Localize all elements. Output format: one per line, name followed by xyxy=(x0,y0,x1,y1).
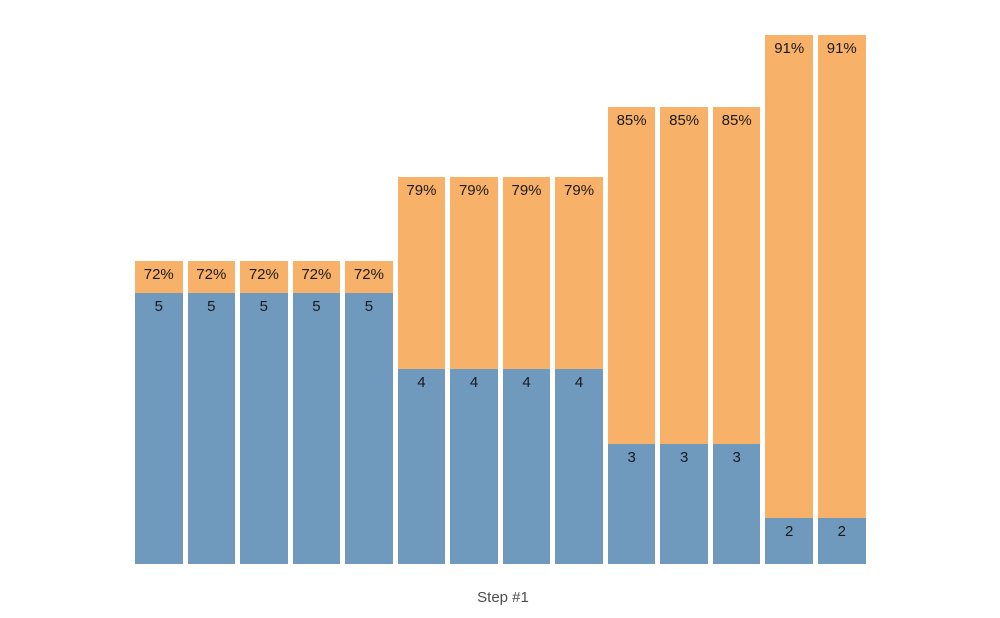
bar-count-label: 5 xyxy=(312,298,321,315)
bar-top-segment: 72% xyxy=(292,261,341,293)
bar-bottom-segment: 2 xyxy=(765,518,813,564)
stacked-bar: 72% 5 xyxy=(240,261,288,564)
bar-count-label: 5 xyxy=(154,298,163,315)
bar-percent-label: 85% xyxy=(616,112,647,129)
bar-percent-label: 85% xyxy=(669,112,700,129)
bar-top-segment: 79% xyxy=(450,177,498,369)
bar-percent-label: 91% xyxy=(826,40,857,57)
bar-percent-label: 72% xyxy=(196,266,227,283)
bar-bottom-segment: 3 xyxy=(712,444,761,564)
stacked-bar: 72% 5 xyxy=(187,261,236,564)
bar-count-label: 4 xyxy=(574,374,584,391)
bar-top-segment: 72% xyxy=(345,261,393,293)
bar-count-label: 5 xyxy=(259,298,268,315)
bar-bottom-segment: 4 xyxy=(555,369,603,564)
stacked-bar: 72% 5 xyxy=(292,261,341,564)
bar-bottom-segment: 5 xyxy=(135,293,183,564)
bar-count-label: 3 xyxy=(679,449,689,466)
bar-top-segment: 91% xyxy=(818,35,866,518)
stacked-bar: 91% 2 xyxy=(818,35,866,564)
bar-percent-label: 72% xyxy=(353,266,384,283)
bar-count-label: 2 xyxy=(837,523,846,540)
bar-bottom-segment: 4 xyxy=(397,369,446,564)
bar-top-segment: 72% xyxy=(240,261,288,293)
bar-bottom-segment: 4 xyxy=(502,369,551,564)
bar-percent-label: 79% xyxy=(406,182,437,199)
bar-top-segment: 72% xyxy=(187,261,236,293)
bar-bottom-segment: 5 xyxy=(187,293,236,564)
bar-top-segment: 91% xyxy=(765,35,813,518)
bar-percent-label: 72% xyxy=(248,266,279,283)
bar-count-label: 5 xyxy=(364,298,374,315)
stacked-bar: 72% 5 xyxy=(135,261,183,564)
stacked-bar: 72% 5 xyxy=(345,261,393,564)
bar-bottom-segment: 4 xyxy=(450,369,498,564)
stacked-bar: 91% 2 xyxy=(765,35,813,564)
bar-bottom-segment: 5 xyxy=(345,293,393,564)
bar-percent-label: 72% xyxy=(301,266,332,283)
bar-count-label: 4 xyxy=(522,374,531,391)
bar-percent-label: 72% xyxy=(143,266,174,283)
x-axis-label: Step #1 xyxy=(477,589,529,606)
bar-top-segment: 85% xyxy=(660,107,708,444)
bar-top-segment: 85% xyxy=(712,107,761,444)
stacked-bar: 85% 3 xyxy=(712,107,761,564)
bar-count-label: 4 xyxy=(469,374,479,391)
bar-bottom-segment: 2 xyxy=(818,518,866,564)
bar-top-segment: 79% xyxy=(502,177,551,369)
bar-count-label: 5 xyxy=(207,298,216,315)
bar-percent-label: 85% xyxy=(721,112,752,129)
bar-bottom-segment: 5 xyxy=(292,293,341,564)
bar-bottom-segment: 3 xyxy=(607,444,656,564)
bar-percent-label: 79% xyxy=(564,182,595,199)
stacked-bar: 79% 4 xyxy=(450,177,498,564)
bar-bottom-segment: 5 xyxy=(240,293,288,564)
stacked-bar: 85% 3 xyxy=(607,107,656,564)
stacked-bar: 79% 4 xyxy=(397,177,446,564)
bar-bottom-segment: 3 xyxy=(660,444,708,564)
bar-count-label: 3 xyxy=(627,449,636,466)
bar-percent-label: 79% xyxy=(511,182,542,199)
bar-count-label: 4 xyxy=(417,374,426,391)
stacked-bar: 85% 3 xyxy=(660,107,708,564)
bar-count-label: 2 xyxy=(785,523,794,540)
bar-top-segment: 79% xyxy=(397,177,446,369)
stacked-bar: 79% 4 xyxy=(555,177,603,564)
stacked-bar: 79% 4 xyxy=(502,177,551,564)
bar-percent-label: 79% xyxy=(458,182,489,199)
bar-count-label: 3 xyxy=(732,449,741,466)
bar-top-segment: 79% xyxy=(555,177,603,369)
bar-top-segment: 85% xyxy=(607,107,656,444)
bar-percent-label: 91% xyxy=(774,40,805,57)
bar-top-segment: 72% xyxy=(135,261,183,293)
